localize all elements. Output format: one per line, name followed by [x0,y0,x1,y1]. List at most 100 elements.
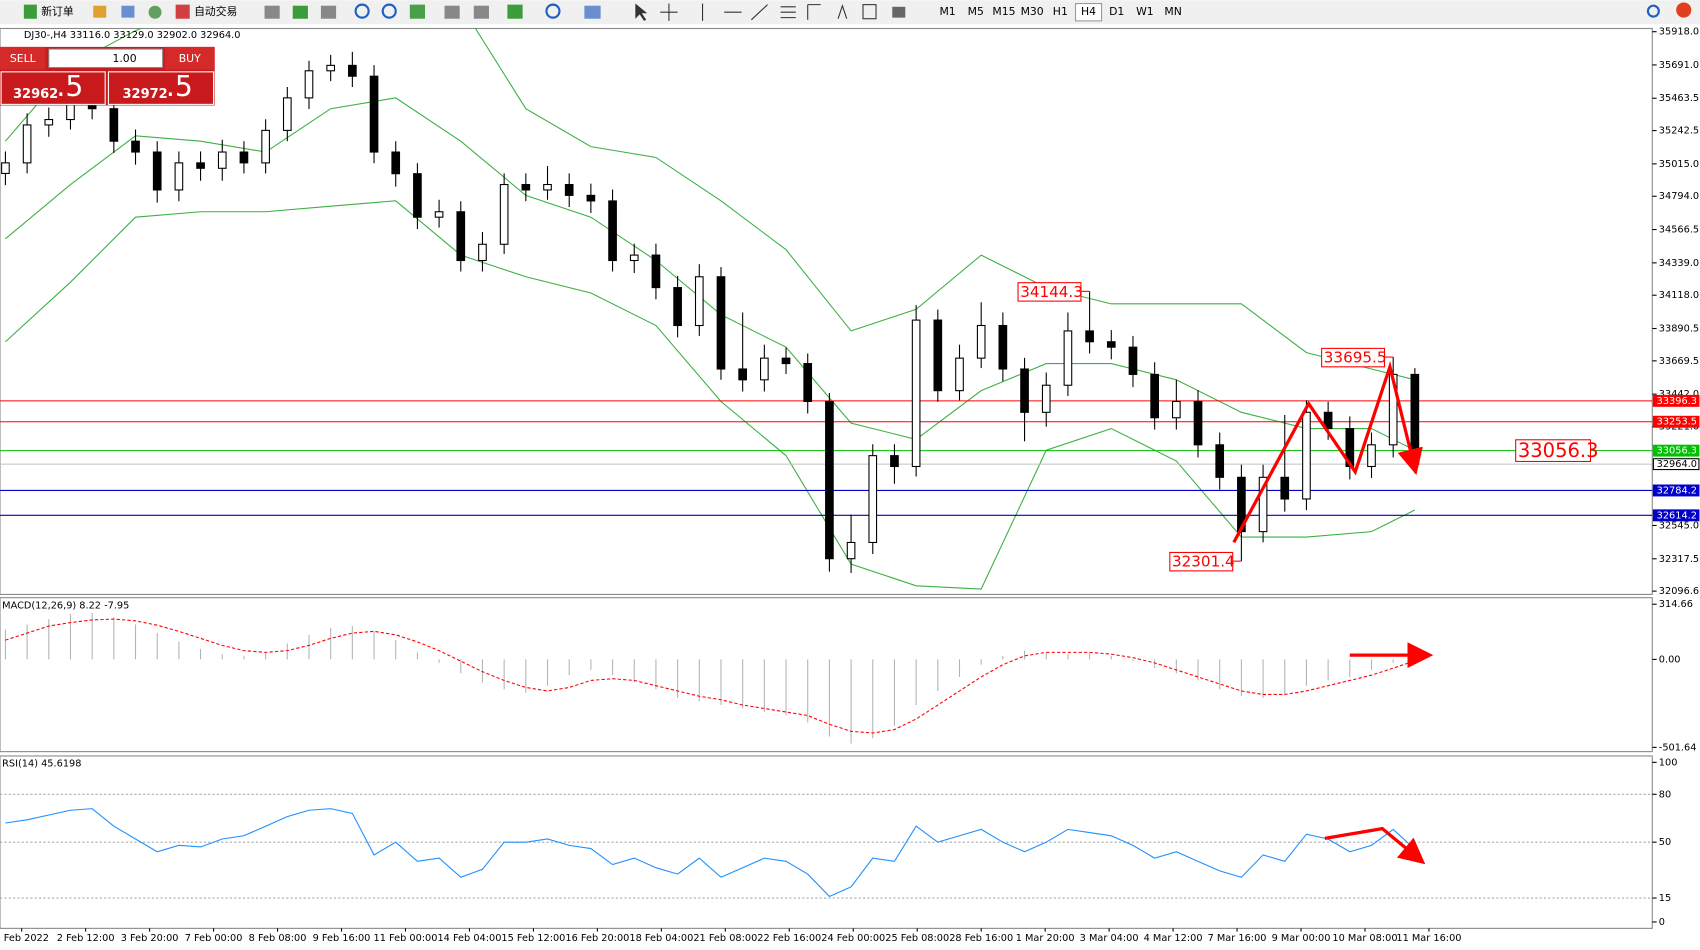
icon[interactable] [507,4,523,19]
annotation-box [1321,347,1386,368]
icon[interactable] [473,5,489,19]
icon[interactable] [320,5,337,19]
sell-price-fraction[interactable]: .5 [56,70,83,103]
x-tick-label: 18 Feb 04:00 [629,933,693,944]
x-tick-label: 16 Feb 20:00 [565,933,629,944]
zoom-out[interactable] [381,3,397,19]
buy-price-box[interactable] [107,71,215,105]
period-button[interactable]: M30 [1021,5,1044,18]
candle-body [1041,384,1051,413]
lot-value[interactable]: 1.00 [112,52,136,65]
candle-body [890,455,899,468]
icon[interactable] [409,4,425,19]
candle-body [261,129,270,164]
x-tick-label: 24 Feb 00:00 [821,933,885,944]
buy-button[interactable] [164,46,215,70]
buy-label[interactable]: BUY [179,52,201,65]
bollinger-lower [5,200,1416,590]
period-button[interactable]: D1 [1109,5,1124,18]
buy-price[interactable]: 32972 [123,87,168,102]
candle-body [803,363,813,403]
lot-input[interactable] [48,48,164,69]
level-callout-box [1515,439,1592,463]
level-label-box [1652,444,1700,457]
x-tick-label: 28 Feb 16:00 [949,933,1013,944]
candle-body [933,319,943,392]
shapes-tool[interactable] [892,6,906,18]
period-button[interactable]: M5 [968,5,984,18]
candle-body [304,70,314,99]
candle-body [456,211,466,262]
y-tick-label: 34566.5 [1659,225,1699,236]
x-tick-label: 2 Feb 12:00 [57,933,115,944]
level-label-box [1652,394,1700,407]
text-tool[interactable] [837,4,848,19]
candle-body [152,151,162,191]
cursor-tool[interactable] [635,3,648,21]
icon[interactable] [121,5,135,18]
period-button[interactable]: M1 [939,5,955,18]
zoom-in[interactable] [354,3,370,19]
level-label-box [1652,484,1700,497]
candle-body [911,319,921,468]
candle-body [868,455,878,544]
sell-price-box[interactable] [0,71,106,105]
icon[interactable] [292,5,308,19]
x-tick-label: 7 Mar 16:00 [1208,933,1267,944]
icon[interactable] [93,5,107,18]
x-tick-label: 10 Mar 08:00 [1332,933,1397,944]
icon[interactable] [148,5,162,19]
candle-body [543,183,552,191]
bollinger-upper [5,28,1415,381]
arrow-drawing [1324,826,1426,865]
candle-body [521,183,531,191]
icon[interactable] [584,5,601,19]
candle-body [1215,444,1225,478]
icon[interactable] [444,5,460,19]
sell-price[interactable]: 32962 [13,87,58,102]
search[interactable] [1646,4,1660,18]
new-order-button[interactable]: 新订单 [41,4,74,18]
channel-tool[interactable] [780,6,796,19]
candle-body [716,276,726,370]
buy-price-fraction[interactable]: .5 [166,70,193,103]
period-button[interactable]: MN [1164,5,1181,18]
candle-body [348,64,357,77]
y-tick-label: 33442.0 [1659,389,1699,400]
candle-body [1193,400,1203,446]
x-tick-label: 4 Mar 12:00 [1144,933,1203,944]
y-tick-label: 32317.5 [1659,554,1699,565]
y-tick-label: 0 [1659,917,1665,928]
y-tick-label: 35463.5 [1659,93,1699,104]
period-button[interactable]: H4 [1081,5,1096,18]
x-tick-label: 3 Mar 04:00 [1080,933,1139,944]
y-tick-label: 35242.5 [1659,126,1699,137]
x-tick-label: 25 Feb 08:00 [885,933,949,944]
auto-trade-button[interactable]: 自动交易 [194,4,237,18]
new-order-icon[interactable] [23,4,37,19]
candle-body [217,151,227,169]
candle-body [1150,373,1159,419]
crosshair-tool[interactable] [660,3,678,21]
y-tick-label: 33669.5 [1659,356,1699,367]
candle-body [1,162,10,174]
period-button[interactable]: H1 [1053,5,1068,18]
candle-body [66,102,75,121]
level-label: 32614.2 [1657,510,1697,521]
zigzag-drawing [1232,360,1423,544]
sell-label[interactable]: SELL [10,52,36,65]
y-tick-label: 80 [1659,789,1671,800]
fib-tool[interactable] [807,4,821,20]
trendline-tool[interactable] [750,4,768,21]
candle-body [629,254,639,262]
period-button[interactable]: M15 [992,5,1015,18]
auto-trade-icon[interactable] [175,4,190,19]
period-button[interactable]: W1 [1136,5,1154,18]
y-tick-label: 34794.0 [1659,191,1699,202]
icon[interactable] [545,3,561,19]
notification[interactable] [1676,2,1692,18]
sell-button[interactable] [0,46,46,70]
candle-body [282,97,292,131]
label-tool[interactable] [862,4,877,20]
icon[interactable] [264,5,280,19]
